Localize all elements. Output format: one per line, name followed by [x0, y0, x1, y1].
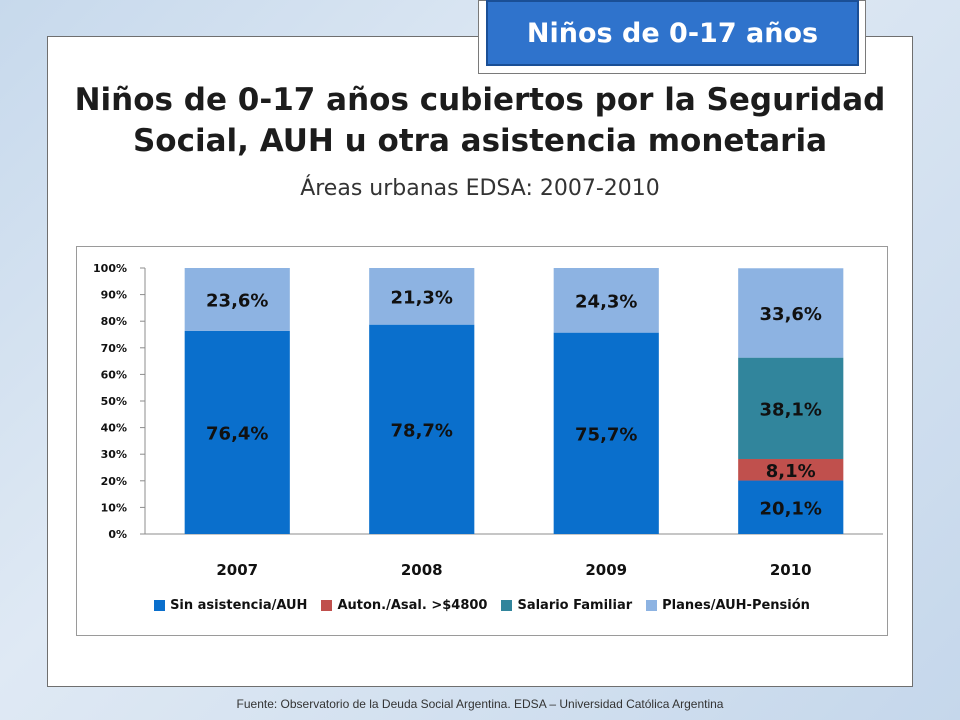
legend-label: Salario Familiar — [517, 598, 633, 613]
bar-data-label: 75,7% — [575, 424, 637, 445]
bar-segment — [553, 332, 659, 534]
bar-data-label: 24,3% — [575, 291, 637, 312]
section-badge: Niños de 0-17 años — [486, 0, 859, 66]
y-tick-label: 80% — [101, 315, 127, 328]
bar-data-label: 21,3% — [391, 287, 453, 308]
y-tick-label: 10% — [101, 501, 127, 514]
bar-segment — [184, 268, 290, 331]
legend-label: Auton./Asal. >$4800 — [337, 598, 488, 613]
slide-title: Niños de 0-17 años cubiertos por la Segu… — [74, 82, 886, 159]
chart-container: 0% 10% 20% 30% 40% 50% 60% 70% 80% 90% 100% 76,4% 23… — [76, 246, 888, 636]
bar-data-label: 20,1% — [760, 498, 822, 519]
bar-segment — [184, 330, 290, 534]
legend-swatch — [646, 600, 658, 611]
y-tick-label: 0% — [108, 528, 127, 541]
y-tick-label: 30% — [101, 448, 127, 461]
bar-segment — [738, 357, 844, 459]
y-tick-label: 50% — [101, 395, 127, 408]
y-tick-label: 90% — [101, 289, 127, 302]
bar-data-label: 78,7% — [391, 420, 453, 441]
x-tick-label: 2008 — [401, 561, 443, 579]
legend-label: Sin asistencia/AUH — [170, 598, 308, 613]
bar-segment — [369, 268, 475, 325]
stacked-bar-chart: 0% 10% 20% 30% 40% 50% 60% 70% 80% 90% 100% 76,4% 23… — [93, 262, 883, 579]
x-tick-label: 2010 — [770, 561, 812, 579]
bar-segment — [369, 324, 475, 534]
y-tick-label: 60% — [101, 368, 127, 381]
chart-legend: Sin asistencia/AUH Auton./Asal. >$4800 Sal… — [76, 598, 888, 613]
y-tick-label: 100% — [93, 262, 127, 275]
bar-data-label: 23,6% — [206, 290, 268, 311]
y-tick-label: 70% — [101, 342, 127, 355]
y-tick-label: 40% — [101, 422, 127, 435]
bar-segment — [738, 268, 844, 358]
legend-item: Planes/AUH-Pensión — [646, 598, 810, 613]
bar-data-label: 76,4% — [206, 423, 268, 444]
y-tick-label: 20% — [101, 475, 127, 488]
legend-swatch — [154, 600, 166, 611]
bar-segment — [738, 458, 844, 481]
x-tick-label: 2009 — [585, 561, 627, 579]
x-tick-label: 2007 — [216, 561, 258, 579]
legend-swatch — [501, 600, 513, 611]
legend-item: Salario Familiar — [501, 598, 632, 613]
legend-item: Auton./Asal. >$4800 — [321, 598, 487, 613]
legend-item: Sin asistencia/AUH — [154, 598, 307, 613]
legend-swatch — [321, 600, 333, 611]
bar-data-label: 33,6% — [760, 304, 822, 325]
legend-label: Planes/AUH-Pensión — [662, 598, 810, 613]
slide-subtitle: Áreas urbanas EDSA: 2007-2010 — [300, 176, 660, 201]
source-note: Fuente: Observatorio de la Deuda Social … — [236, 697, 724, 711]
bar-segment — [738, 480, 844, 534]
bar-segment — [553, 268, 659, 333]
bar-data-label: 8,1% — [766, 461, 816, 482]
bar-data-label: 38,1% — [760, 399, 822, 420]
